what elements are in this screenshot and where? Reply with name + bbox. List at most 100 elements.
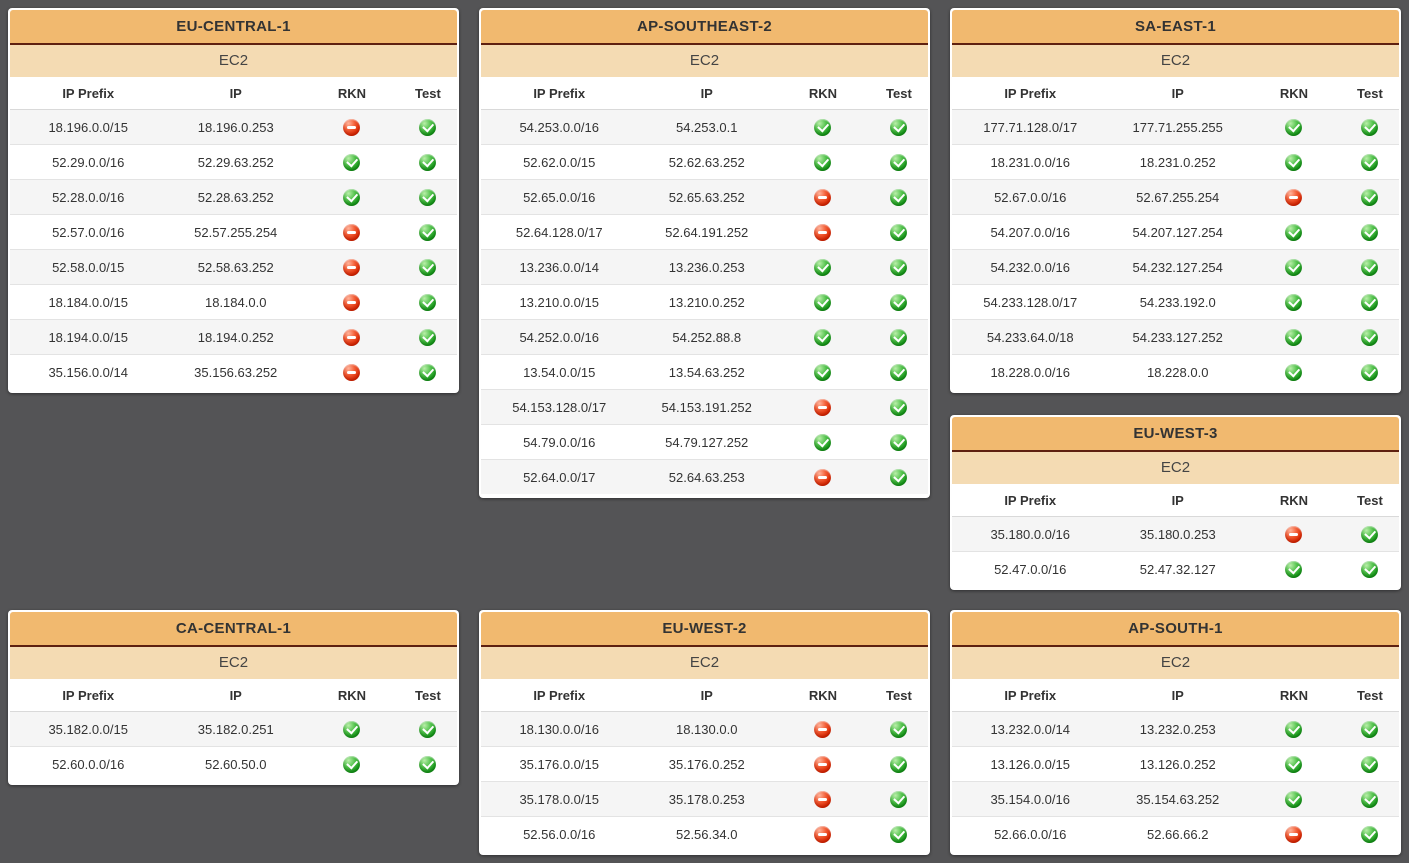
ip-prefix-cell: 54.233.64.0/18: [952, 319, 1109, 355]
ip-prefix-cell: 54.232.0.0/16: [952, 249, 1109, 285]
ip-prefix-cell: 52.67.0.0/16: [952, 179, 1109, 215]
green-check-icon: [890, 363, 908, 381]
ip-cell: 177.71.255.255: [1132, 119, 1223, 135]
table-row: 54.207.0.0/16 54.207.127.254: [952, 214, 1399, 250]
ip-cell: 52.64.191.252: [637, 214, 776, 250]
green-check-icon: [1361, 118, 1379, 136]
ip-prefix-cell: 177.71.128.0/17: [983, 119, 1078, 135]
table-row: 54.252.0.0/16 54.252.88.8: [481, 319, 928, 355]
table-row: 13.126.0.0/15 13.126.0.252: [952, 746, 1399, 782]
ip-cell: 18.184.0.0: [166, 284, 305, 320]
panel-stack: AP-SOUTH-1 EC2 IP Prefix IP RKN Test 13.…: [950, 610, 1401, 855]
ip-prefix-cell: 35.178.0.0/15: [481, 781, 638, 817]
green-check-icon: [343, 720, 361, 738]
test-status-cell: [1340, 284, 1399, 320]
test-status-cell: [869, 319, 928, 355]
green-check-icon: [890, 755, 908, 773]
table-row: 52.62.0.0/15 52.62.63.252: [481, 144, 928, 180]
rkn-status-cell: [776, 712, 870, 747]
rkn-status-cell: [305, 284, 399, 320]
ip-cell: 52.65.63.252: [637, 179, 776, 215]
ip-prefix-cell: 52.56.0.0/16: [481, 816, 638, 851]
region-title: EU-WEST-2: [481, 612, 928, 647]
rkn-status-cell: [776, 144, 870, 180]
ip-prefix-cell: 35.176.0.0/15: [481, 746, 638, 782]
test-status-cell: [869, 179, 928, 215]
ip-prefix-cell: 52.28.0.0/16: [10, 179, 167, 215]
table-row: 52.66.0.0/16 52.66.66.2: [952, 816, 1399, 851]
green-check-icon: [419, 293, 437, 311]
region-title: CA-CENTRAL-1: [10, 612, 457, 647]
ip-cell: 52.57.255.254: [166, 214, 305, 250]
green-check-icon: [1285, 755, 1303, 773]
red-block-icon: [343, 293, 361, 311]
ip-prefix-cell: 54.79.0.0/16: [481, 424, 638, 460]
ip-cell: 35.182.0.251: [197, 721, 274, 737]
green-check-icon: [419, 118, 437, 136]
table-row: 52.29.0.0/16 52.29.63.252: [10, 144, 457, 180]
service-subtitle: EC2: [952, 647, 1399, 679]
test-status-cell: [869, 214, 928, 250]
table-row: 18.231.0.0/16 18.231.0.252: [952, 144, 1399, 180]
table-row: 35.180.0.0/16 35.180.0.253: [952, 516, 1399, 552]
ip-prefix-cell: 18.228.0.0/16: [952, 354, 1109, 389]
ip-status-table: IP Prefix IP RKN Test 35.182.0.0/15 35.18…: [10, 679, 457, 781]
region-panel-eu-west-3: EU-WEST-3 EC2 IP Prefix IP RKN Test 35.1…: [950, 415, 1401, 590]
col-header-rkn: RKN: [776, 77, 870, 110]
green-check-icon: [1285, 223, 1303, 241]
col-header-ip-prefix: IP Prefix: [952, 77, 1109, 110]
green-check-icon: [1361, 720, 1379, 738]
green-check-icon: [343, 188, 361, 206]
table-row: 18.228.0.0/16 18.228.0.0: [952, 354, 1399, 389]
service-subtitle: EC2: [952, 45, 1399, 77]
service-subtitle: EC2: [481, 45, 928, 77]
ip-prefix-cell: 35.182.0.0/15: [48, 721, 128, 737]
test-status-cell: [398, 319, 457, 355]
rkn-status-cell: [305, 249, 399, 285]
col-header-ip-prefix: IP Prefix: [10, 679, 167, 712]
table-header-row: IP Prefix IP RKN Test: [481, 77, 928, 110]
col-header-ip-prefix: IP Prefix: [952, 484, 1109, 517]
service-subtitle: EC2: [481, 647, 928, 679]
table-header-row: IP Prefix IP RKN Test: [952, 77, 1399, 110]
table-row: 52.47.0.0/16 52.47.32.127: [952, 551, 1399, 586]
red-block-icon: [814, 398, 832, 416]
ip-cell: 18.130.0.0: [675, 721, 738, 737]
panel-stack: AP-SOUTHEAST-2 EC2 IP Prefix IP RKN Test…: [479, 8, 930, 498]
green-check-icon: [1361, 363, 1379, 381]
test-status-cell: [869, 424, 928, 460]
green-check-icon: [419, 223, 437, 241]
rkn-status-cell: [776, 284, 870, 320]
ip-prefix-cell: 13.232.0.0/14: [990, 721, 1070, 737]
green-check-icon: [814, 153, 832, 171]
col-header-ip-prefix: IP Prefix: [481, 77, 638, 110]
region-panel-ca-central-1: CA-CENTRAL-1 EC2 IP Prefix IP RKN Test 3…: [8, 610, 459, 785]
table-row: 52.58.0.0/15 52.58.63.252: [10, 249, 457, 285]
col-header-test: Test: [1340, 77, 1399, 110]
ip-cell: 54.207.127.254: [1108, 214, 1247, 250]
region-panel-eu-west-2: EU-WEST-2 EC2 IP Prefix IP RKN Test 18.1…: [479, 610, 930, 855]
table-header-row: IP Prefix IP RKN Test: [952, 679, 1399, 712]
green-check-icon: [1361, 560, 1379, 578]
green-check-icon: [419, 755, 437, 773]
rkn-status-cell: [776, 249, 870, 285]
green-check-icon: [890, 825, 908, 843]
service-subtitle: EC2: [952, 452, 1399, 484]
rkn-status-cell: [1247, 249, 1341, 285]
ip-cell: 52.64.63.253: [637, 459, 776, 494]
ip-cell: 52.60.50.0: [166, 746, 305, 781]
green-check-icon: [814, 433, 832, 451]
ip-cell: 18.196.0.253: [197, 119, 274, 135]
test-status-cell: [869, 746, 928, 782]
green-check-icon: [814, 118, 832, 136]
green-check-icon: [1361, 825, 1379, 843]
region-title: EU-WEST-3: [952, 417, 1399, 452]
green-check-icon: [343, 153, 361, 171]
green-check-icon: [890, 720, 908, 738]
ip-status-table: IP Prefix IP RKN Test 18.196.0.0/15 18.19…: [10, 77, 457, 389]
table-row: 18.130.0.0/16 18.130.0.0: [481, 711, 928, 747]
ip-prefix-cell: 18.231.0.0/16: [952, 144, 1109, 180]
table-row: 35.154.0.0/16 35.154.63.252: [952, 781, 1399, 817]
ip-cell: 35.156.63.252: [166, 354, 305, 389]
